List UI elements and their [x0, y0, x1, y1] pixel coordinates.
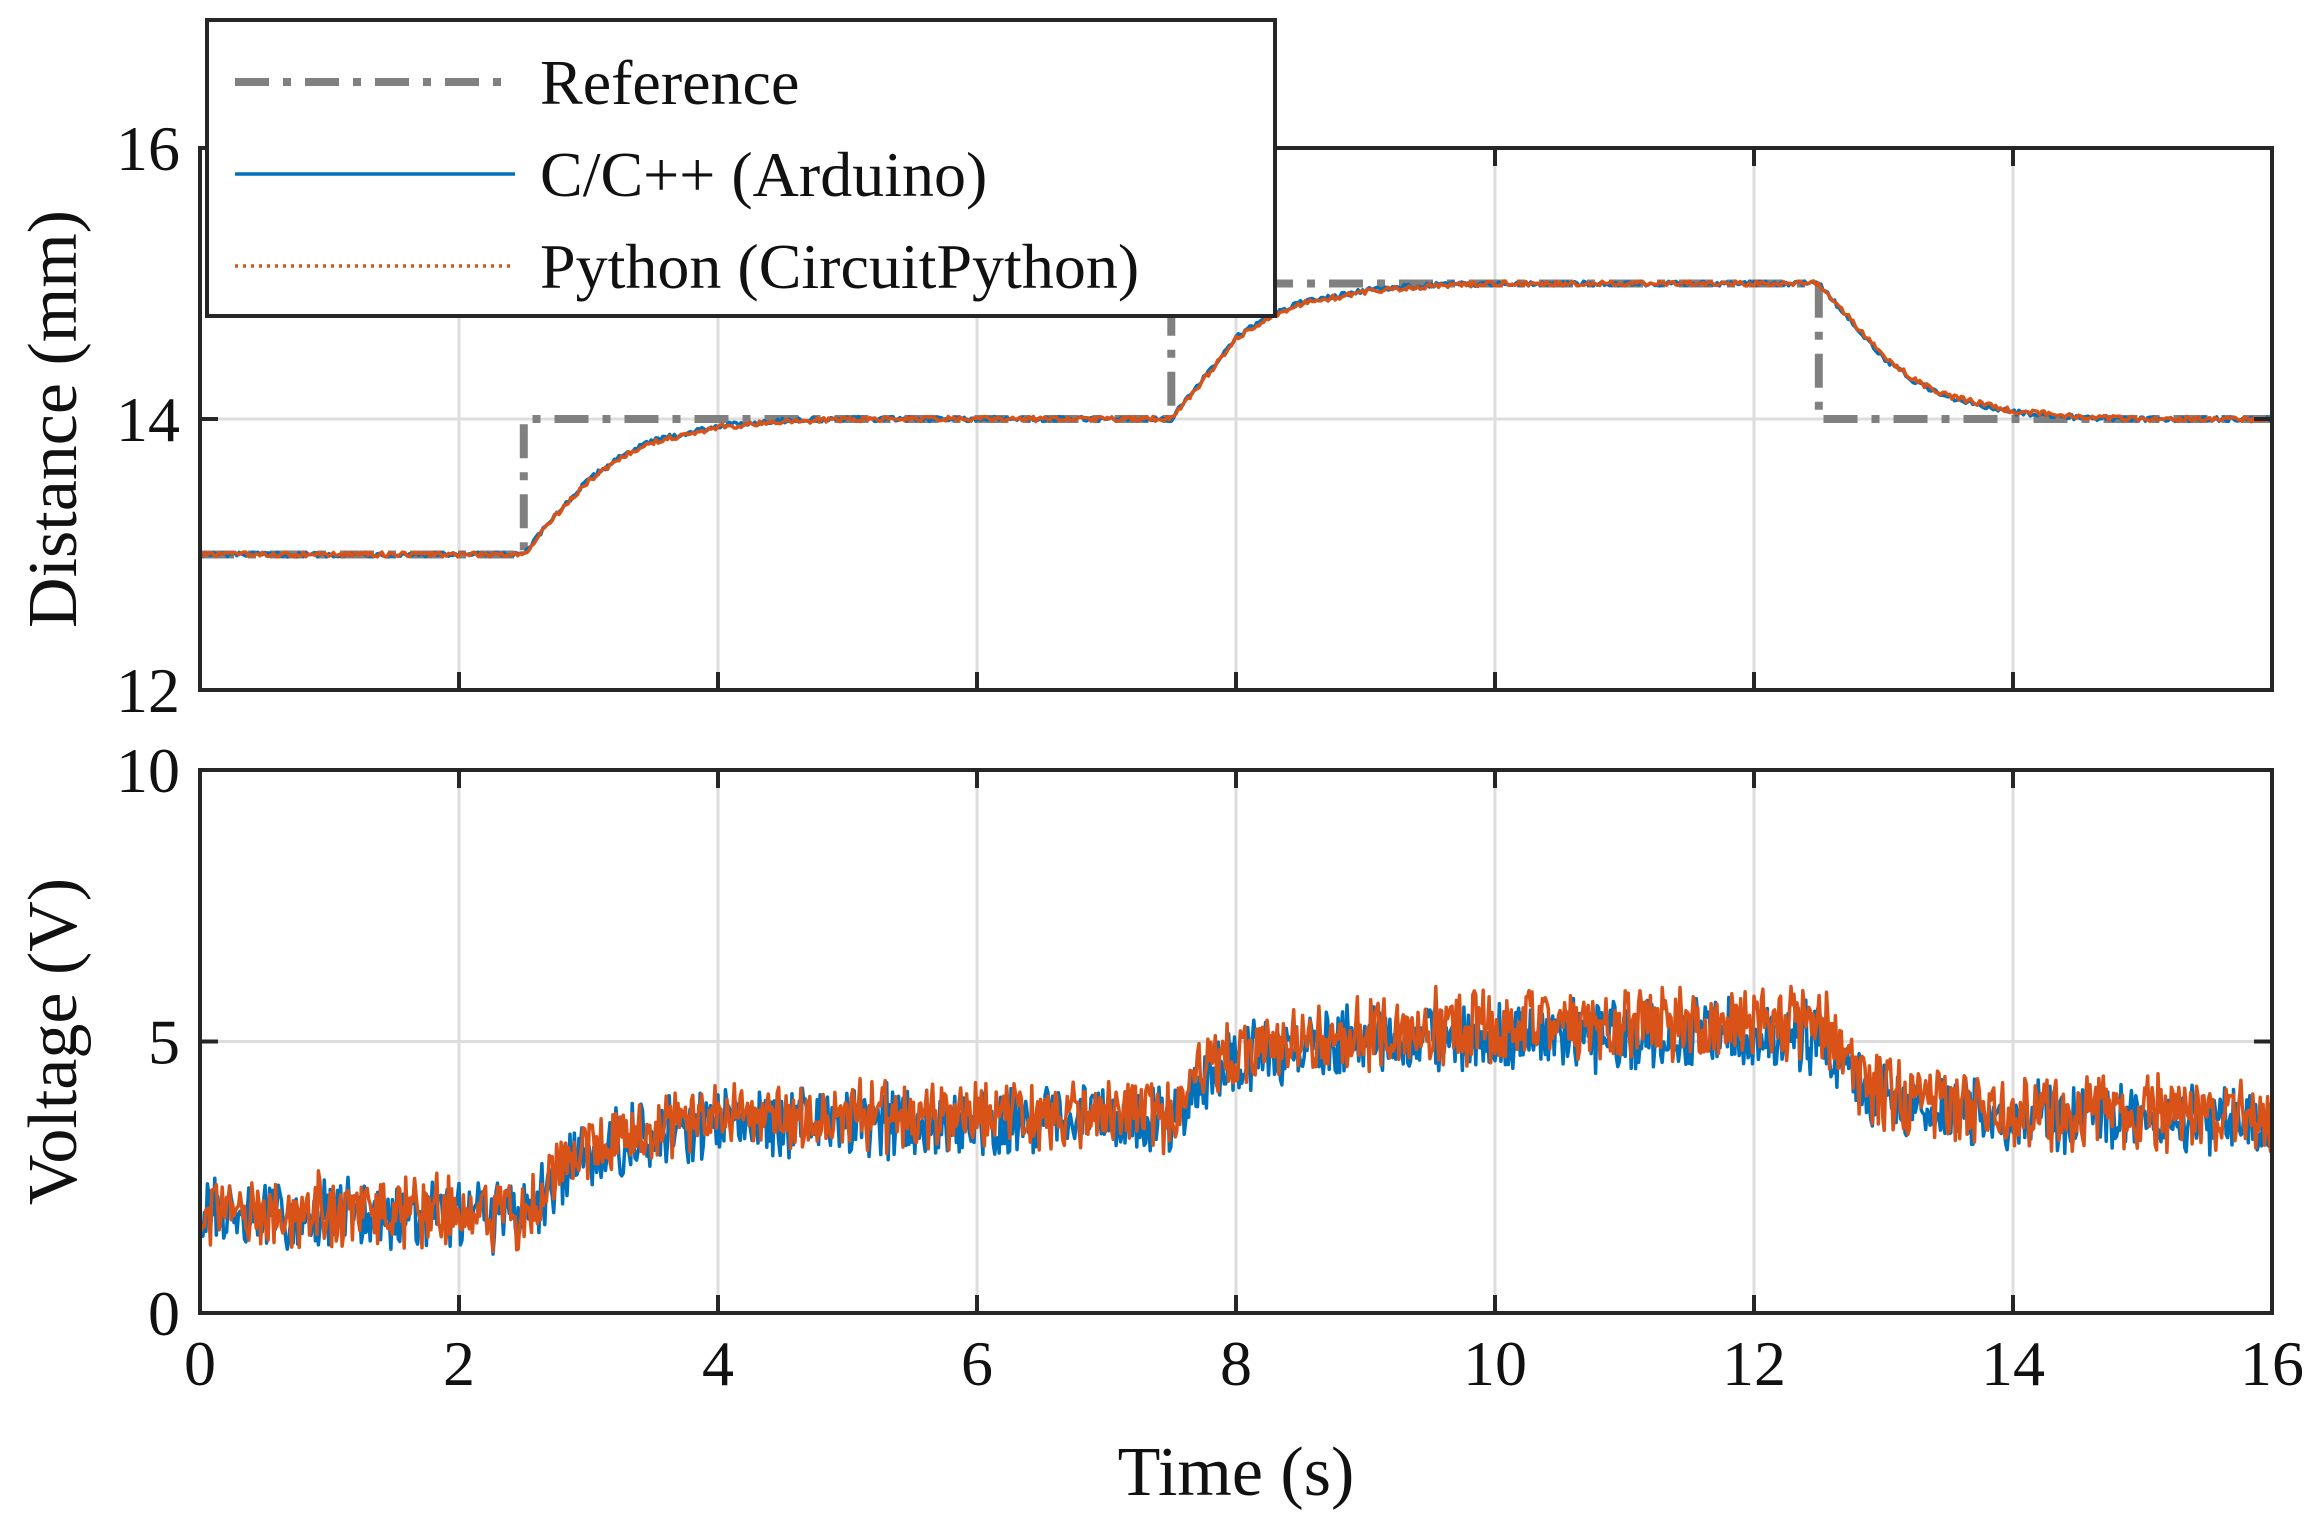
legend-label-python: Python (CircuitPython): [540, 231, 1139, 302]
y-tick-label: 0: [148, 1278, 180, 1349]
legend-label-arduino: C/C++ (Arduino): [540, 139, 987, 210]
y-tick-label: 10: [116, 735, 180, 806]
voltage-ticks: 0 5 10 0 2 4 6 8 10 12 14 16: [116, 735, 2304, 1399]
legend: Reference C/C++ (Arduino) Python (Circui…: [205, 18, 1277, 318]
voltage-y-axis-label: Voltage (V): [15, 878, 92, 1205]
y-tick-label: 5: [148, 1007, 180, 1078]
x-tick-label: 4: [702, 1328, 734, 1399]
y-tick-label: 12: [116, 655, 180, 726]
distance-y-axis-label: Distance (mm): [15, 210, 92, 628]
series-line-reference: [200, 279, 2272, 559]
x-tick-label: 2: [443, 1328, 475, 1399]
y-tick-label: 14: [116, 384, 180, 455]
x-tick-label: 8: [1220, 1328, 1252, 1399]
time-x-axis-label: Time (s): [1118, 1434, 1355, 1511]
x-tick-label: 16: [2240, 1328, 2304, 1399]
x-tick-label: 12: [1722, 1328, 1786, 1399]
x-tick-label: 6: [961, 1328, 993, 1399]
series-line-python-circuitpython: [200, 279, 2272, 559]
x-tick-label: 0: [184, 1328, 216, 1399]
x-tick-label: 14: [1981, 1328, 2045, 1399]
series-line-python-circuitpython: [200, 984, 2272, 1254]
voltage-panel: 0 5 10 0 2 4 6 8 10 12 14 16 Voltage (V) Time (s): [15, 735, 2304, 1511]
distance-series: [200, 279, 2272, 559]
legend-box: [205, 18, 1277, 318]
y-tick-label: 16: [116, 113, 180, 184]
x-tick-label: 10: [1463, 1328, 1527, 1399]
distance-ticks: 12 14 16: [116, 113, 2274, 726]
series-line-c-c-arduino: [200, 995, 2272, 1256]
voltage-series: [200, 984, 2272, 1256]
legend-label-reference: Reference: [540, 47, 799, 118]
